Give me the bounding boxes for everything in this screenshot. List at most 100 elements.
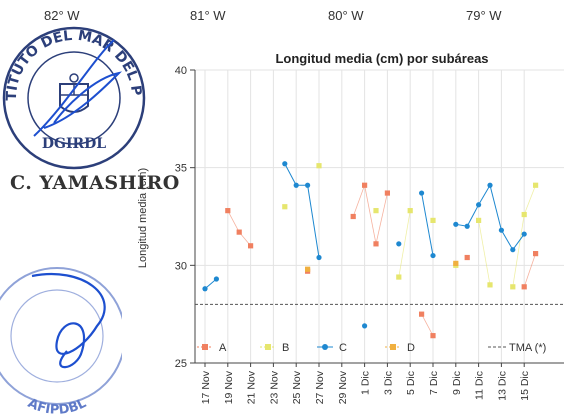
x-tick-label: 1 Dic [360,371,372,395]
x-tick-label: 21 Nov [246,370,258,404]
x-tick-label: 27 Nov [314,370,326,404]
series-A-point [248,243,254,249]
legend-item-C: C [317,342,347,354]
bottom-seal-stamp: AFIPDBL [0,267,122,416]
series-C-point [498,227,504,233]
legend-marker [322,344,328,350]
bottom-signature-stroke [31,273,106,369]
legend-label: A [219,342,227,354]
institute-seal-stamp: INSTITUTO DEL MAR DEL PERU DGIRDL [0,18,146,170]
series-C-point [305,182,311,188]
legend: A B C D TMA (*) [197,342,546,354]
series-C-point [510,247,516,253]
series-A-point [533,251,539,257]
series-B-point [533,182,539,188]
x-tick-label: 25 Nov [291,370,303,404]
series-C [202,161,527,329]
series-C-point [464,223,470,229]
series-B-point [316,163,322,169]
series-C-point [453,221,459,227]
series-A-point [521,284,527,290]
series-C-point [202,286,208,292]
x-tick-label: 23 Nov [268,370,280,404]
x-tick-label: 19 Nov [223,370,235,404]
series-C-point [430,252,436,259]
series-D-point [305,266,311,272]
x-tick-label: 13 Dic [496,371,508,401]
series-B-segment [478,220,491,285]
series-C-segment [478,184,491,206]
series-C-segment [466,204,480,227]
series-A-segment [364,185,377,244]
svg-text:AFIPDBL: AFIPDBL [25,396,88,416]
series-A-segment [352,185,365,217]
series-B-point [407,208,413,214]
longitude-label-80w: 80° W [328,8,364,23]
series-A-point [236,229,242,235]
series-C-point [316,254,322,261]
series-B-point [476,217,482,224]
y-tick-label: 30 [175,260,187,272]
y-axis-label: Longitud media (cm) [137,168,149,268]
legend-label: D [407,342,415,354]
series-C-point [293,182,299,188]
series-B-point [373,208,379,214]
series-B-point [510,284,516,290]
series-A-point [373,241,379,247]
series-B-segment [523,185,536,215]
y-tick-label: 25 [175,358,187,370]
series-A [225,182,539,339]
legend-marker [390,344,396,350]
signature-stroke [33,39,123,137]
series-B-point [396,274,402,280]
series-B-point [521,211,527,218]
legend-label: TMA (*) [509,342,546,354]
x-tick-label: 5 Dic [405,371,417,395]
longitude-label-82w: 82° W [44,8,80,23]
x-tick-label: 3 Dic [382,371,394,395]
longitude-label-79w: 79° W [466,8,502,23]
series-B-segment [398,210,411,278]
x-tick-label: 29 Nov [337,370,349,404]
series-C-point [396,241,402,247]
series-A-point [430,333,436,339]
series-C-point [362,323,368,329]
longitude-label-81w: 81° W [190,8,226,23]
series-D-point [453,260,459,266]
legend-item-tma: TMA (*) [488,342,546,354]
series-D [305,260,459,272]
y-tick-label: 40 [175,65,187,77]
series-layer [202,161,539,339]
series-A-point [362,182,368,188]
signer-name: C. YAMASHIRO [10,172,180,194]
series-C-segment [489,185,502,231]
series-A-point [225,208,231,214]
series-C-point [521,231,527,237]
series-C-point [476,202,482,208]
series-A-segment [375,192,388,244]
x-tick-label: 15 Dic [519,371,531,401]
series-C-segment [421,192,434,256]
series-C-segment [512,233,525,251]
series-C-segment [307,185,320,258]
series-C-point [419,190,425,196]
series-B-point [430,217,436,224]
legend-label: C [339,342,347,354]
series-A-point [384,190,390,196]
series-C-segment [284,163,297,186]
series-A-point [464,254,470,261]
x-tick-label: 11 Dic [474,371,486,400]
grid [195,69,564,364]
series-B-point [282,204,288,210]
series-C-point [213,276,219,282]
legend-marker [265,344,271,350]
series-B-point [487,282,493,288]
legend-item-A: A [197,342,227,354]
series-B [282,163,539,290]
x-tick-label: 17 Nov [200,370,212,404]
series-A-segment [523,253,536,287]
series-C-point [282,161,288,167]
seal-bottom-text: DGIRDL [42,136,106,152]
series-A-segment [227,210,240,233]
legend-item-B: B [260,342,289,354]
